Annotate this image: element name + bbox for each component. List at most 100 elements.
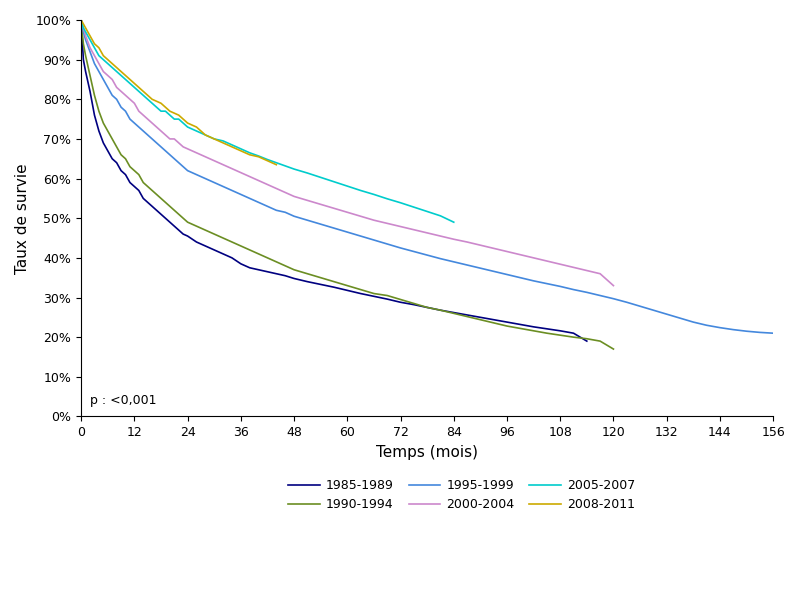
2008-2011 bbox=[86, 32, 95, 40]
2000-2004 bbox=[595, 270, 605, 277]
1985-1989 bbox=[161, 215, 170, 222]
1985-1989 bbox=[147, 203, 157, 210]
2005-2007 bbox=[369, 191, 378, 198]
2000-2004 bbox=[94, 60, 104, 67]
2005-2007 bbox=[183, 124, 193, 131]
2008-2011 bbox=[271, 161, 281, 169]
2005-2007 bbox=[90, 44, 99, 52]
2005-2007 bbox=[436, 212, 446, 220]
2000-2004 bbox=[609, 282, 618, 289]
2005-2007 bbox=[81, 28, 90, 35]
2008-2011 bbox=[218, 139, 228, 146]
2008-2011 bbox=[112, 64, 122, 71]
2005-2007 bbox=[262, 156, 272, 163]
2008-2011 bbox=[227, 143, 237, 151]
1995-1999 bbox=[178, 163, 188, 170]
2005-2007 bbox=[218, 137, 228, 145]
2005-2007 bbox=[210, 136, 219, 143]
2000-2004 bbox=[76, 16, 86, 23]
1995-1999 bbox=[768, 329, 778, 337]
2005-2007 bbox=[382, 195, 392, 202]
2008-2011 bbox=[156, 100, 166, 107]
1995-1999 bbox=[675, 314, 685, 322]
2005-2007 bbox=[86, 36, 95, 43]
2005-2007 bbox=[449, 218, 458, 226]
2005-2007 bbox=[147, 100, 157, 107]
2008-2011 bbox=[107, 60, 117, 67]
2008-2011 bbox=[76, 16, 86, 23]
1990-1994 bbox=[143, 183, 153, 190]
2000-2004 bbox=[125, 95, 134, 103]
2005-2007 bbox=[138, 92, 148, 99]
1995-1999 bbox=[329, 224, 338, 232]
2005-2007 bbox=[78, 25, 88, 32]
2008-2011 bbox=[81, 25, 90, 32]
1990-1994 bbox=[125, 163, 134, 170]
2000-2004 bbox=[502, 248, 512, 255]
2008-2011 bbox=[210, 136, 219, 143]
2005-2007 bbox=[201, 131, 210, 139]
2008-2011 bbox=[245, 151, 254, 158]
X-axis label: Temps (mois): Temps (mois) bbox=[376, 445, 478, 460]
2008-2011 bbox=[201, 131, 210, 139]
2005-2007 bbox=[396, 199, 406, 206]
1995-1999 bbox=[76, 16, 86, 23]
2005-2007 bbox=[271, 159, 281, 166]
2005-2007 bbox=[178, 119, 188, 127]
2005-2007 bbox=[156, 107, 166, 115]
Line: 1985-1989: 1985-1989 bbox=[81, 20, 587, 341]
2005-2007 bbox=[125, 80, 134, 87]
2005-2007 bbox=[112, 68, 122, 75]
1990-1994 bbox=[76, 16, 86, 23]
Line: 1995-1999: 1995-1999 bbox=[81, 20, 773, 333]
2008-2011 bbox=[138, 88, 148, 95]
1985-1989 bbox=[138, 195, 148, 202]
2005-2007 bbox=[165, 112, 174, 119]
Line: 2000-2004: 2000-2004 bbox=[81, 20, 614, 286]
2005-2007 bbox=[98, 56, 108, 63]
2008-2011 bbox=[125, 76, 134, 83]
2005-2007 bbox=[316, 174, 326, 181]
2000-2004 bbox=[290, 193, 299, 200]
2005-2007 bbox=[254, 152, 263, 160]
2005-2007 bbox=[116, 72, 126, 79]
1990-1994 bbox=[595, 338, 605, 345]
2005-2007 bbox=[422, 208, 432, 215]
2005-2007 bbox=[342, 182, 352, 190]
1995-1999 bbox=[342, 229, 352, 236]
1985-1989 bbox=[156, 211, 166, 218]
1985-1989 bbox=[290, 275, 299, 282]
2008-2011 bbox=[90, 40, 99, 47]
2008-2011 bbox=[262, 157, 272, 164]
2005-2007 bbox=[302, 169, 312, 176]
Line: 2008-2011: 2008-2011 bbox=[81, 20, 276, 165]
1985-1989 bbox=[582, 338, 592, 345]
2008-2011 bbox=[116, 68, 126, 75]
Legend: 1985-1989, 1990-1994, 1995-1999, 2000-2004, 2005-2007, 2008-2011: 1985-1989, 1990-1994, 1995-1999, 2000-20… bbox=[283, 474, 640, 517]
2005-2007 bbox=[192, 127, 202, 134]
2005-2007 bbox=[103, 60, 113, 67]
2005-2007 bbox=[280, 162, 290, 169]
Line: 2005-2007: 2005-2007 bbox=[81, 20, 454, 222]
1985-1989 bbox=[76, 16, 86, 23]
2005-2007 bbox=[107, 64, 117, 71]
2000-2004 bbox=[143, 116, 153, 123]
2008-2011 bbox=[147, 95, 157, 103]
2005-2007 bbox=[94, 52, 104, 59]
2005-2007 bbox=[409, 203, 418, 211]
2008-2011 bbox=[78, 20, 88, 28]
2005-2007 bbox=[356, 187, 366, 194]
2008-2011 bbox=[192, 124, 202, 131]
2005-2007 bbox=[236, 145, 246, 152]
2005-2007 bbox=[290, 166, 299, 173]
2008-2011 bbox=[94, 44, 104, 52]
2008-2011 bbox=[174, 112, 183, 119]
2005-2007 bbox=[174, 116, 183, 123]
2005-2007 bbox=[245, 149, 254, 157]
2008-2011 bbox=[183, 119, 193, 127]
1985-1989 bbox=[116, 167, 126, 174]
2008-2011 bbox=[254, 153, 263, 160]
1990-1994 bbox=[502, 322, 512, 329]
2005-2007 bbox=[170, 116, 179, 123]
1995-1999 bbox=[138, 127, 148, 134]
